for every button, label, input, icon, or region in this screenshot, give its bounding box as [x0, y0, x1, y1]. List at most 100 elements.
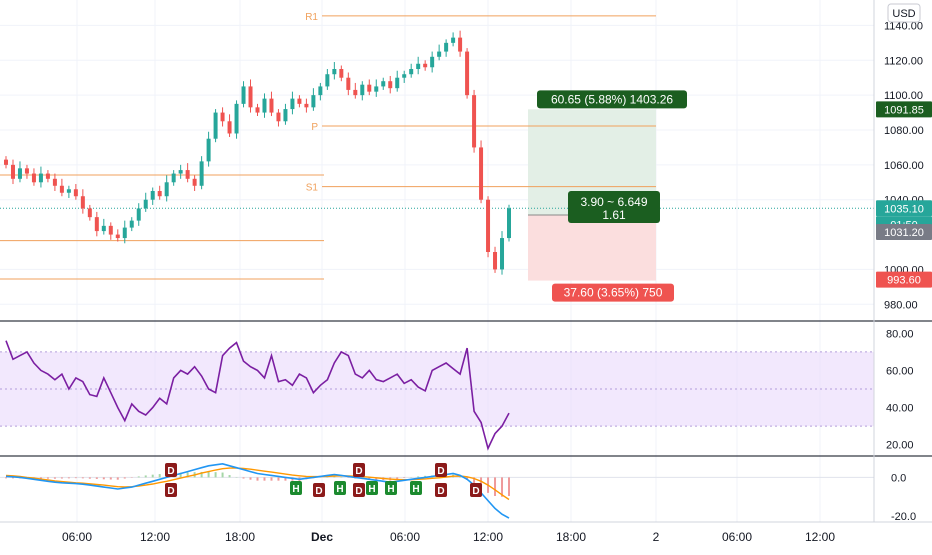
signal-marker-label: D — [355, 466, 362, 477]
candle-body — [388, 81, 393, 89]
rsi-line — [5, 340, 510, 451]
candle-body — [311, 95, 316, 108]
candle-body — [451, 37, 456, 43]
candle-body — [262, 98, 267, 113]
currency-label: USD — [892, 8, 915, 20]
current-price-tag: 1035.10 — [884, 203, 924, 215]
candle-body — [171, 173, 176, 183]
macd-line — [5, 462, 510, 519]
time-tick-label: 18:00 — [556, 530, 586, 544]
candle-body — [465, 51, 470, 96]
time-tick-label: 06:00 — [722, 530, 752, 544]
candle-body — [52, 178, 57, 186]
candle-body — [73, 189, 78, 197]
candle-body — [241, 86, 246, 104]
position-zones — [528, 109, 656, 281]
signal-marker-label: D — [437, 486, 444, 497]
candle-body — [493, 252, 498, 270]
candle-body — [423, 63, 428, 68]
candle-body — [220, 112, 225, 122]
center-label-line2: 1.61 — [602, 208, 626, 222]
candle-body — [248, 86, 253, 108]
candle-body — [290, 98, 295, 110]
candle-body — [45, 173, 50, 179]
signal-marker-badge — [334, 481, 346, 495]
signal-marker-badge — [385, 481, 397, 495]
signal-marker-badge — [435, 463, 447, 477]
signal-marker-label: H — [412, 484, 419, 495]
time-tick-label: 06:00 — [390, 530, 420, 544]
signal-marker-badge — [165, 463, 177, 477]
candle-body — [17, 168, 22, 179]
candle-body — [507, 208, 511, 239]
time-axis[interactable]: 06:00 12:00 18:00 Dec 06:00 12:00 18:00 2 06:00 1… — [62, 530, 835, 544]
time-tick-label: 12:00 — [140, 530, 170, 544]
signal-marker-label: D — [472, 486, 479, 497]
candle-body — [185, 170, 190, 179]
last-close-tag: 1031.20 — [884, 227, 924, 239]
pivot-level-label: P — [311, 122, 318, 133]
candle-body — [472, 95, 477, 148]
candle-body — [136, 208, 141, 221]
rsi-tick-label: 60.00 — [886, 365, 914, 377]
price-tick-label: 980.00 — [884, 299, 918, 311]
candle-body — [409, 69, 414, 75]
signal-marker-badge — [353, 483, 365, 497]
macd-tick-label: 0.0 — [891, 472, 906, 484]
rsi-tick-label: 20.00 — [886, 440, 914, 452]
candle-body — [66, 189, 71, 193]
signal-marker-badge — [353, 463, 365, 477]
candle-body — [346, 77, 351, 90]
signal-marker-badge — [410, 481, 422, 495]
signal-marker-label: H — [292, 484, 299, 495]
price-tick-label: 1120.00 — [884, 55, 923, 67]
candle-body — [206, 138, 211, 162]
time-tick-label: 12:00 — [805, 530, 835, 544]
candle-body — [94, 217, 99, 232]
grid-layer — [0, 0, 874, 522]
candle-body — [115, 234, 120, 239]
currency-button[interactable]: USD — [887, 3, 921, 23]
candle-body — [437, 51, 442, 57]
candle-body — [101, 225, 106, 232]
signal-marker-label: D — [437, 466, 444, 477]
candle-body — [227, 121, 232, 134]
target-price-tag: 1091.85 — [884, 104, 924, 116]
pivot-level-label: R1 — [305, 12, 318, 23]
candle-body — [416, 63, 421, 69]
candle-body — [374, 86, 379, 92]
candle-body — [122, 227, 127, 239]
candle-body — [199, 161, 204, 186]
candle-body — [304, 103, 309, 108]
center-label-bg — [568, 191, 660, 224]
candle-body — [276, 112, 281, 122]
candle-body — [318, 86, 323, 96]
profit-label-bg — [537, 90, 687, 109]
candle-body — [444, 42, 449, 52]
stop-price-tag: 993.60 — [887, 275, 921, 287]
candle-body — [500, 238, 505, 270]
profit-label: 60.65 (5.88%) 1403.26 — [551, 92, 673, 106]
candle-body — [269, 98, 274, 113]
pivot-levels: R1 P S1 — [0, 12, 874, 280]
signal-marker-label: D — [355, 486, 362, 497]
candle-body — [157, 191, 162, 197]
candle-body — [332, 69, 337, 75]
candle-body — [10, 164, 15, 179]
candle-body — [325, 74, 330, 87]
candle-body — [150, 191, 155, 200]
candle-body — [367, 84, 372, 92]
candle-body — [430, 56, 435, 68]
candle-body — [178, 170, 183, 174]
candle-body — [38, 173, 43, 183]
price-tick-label: 1100.00 — [884, 90, 923, 102]
current-price-tag-bg — [876, 200, 932, 217]
signal-marker-label: H — [336, 484, 343, 495]
candle-body — [458, 37, 463, 52]
time-tick-label: 18:00 — [225, 530, 255, 544]
price-axis[interactable]: 1140.001120.001100.001080.001060.001040.… — [884, 20, 924, 523]
signal-marker-label: D — [315, 486, 322, 497]
